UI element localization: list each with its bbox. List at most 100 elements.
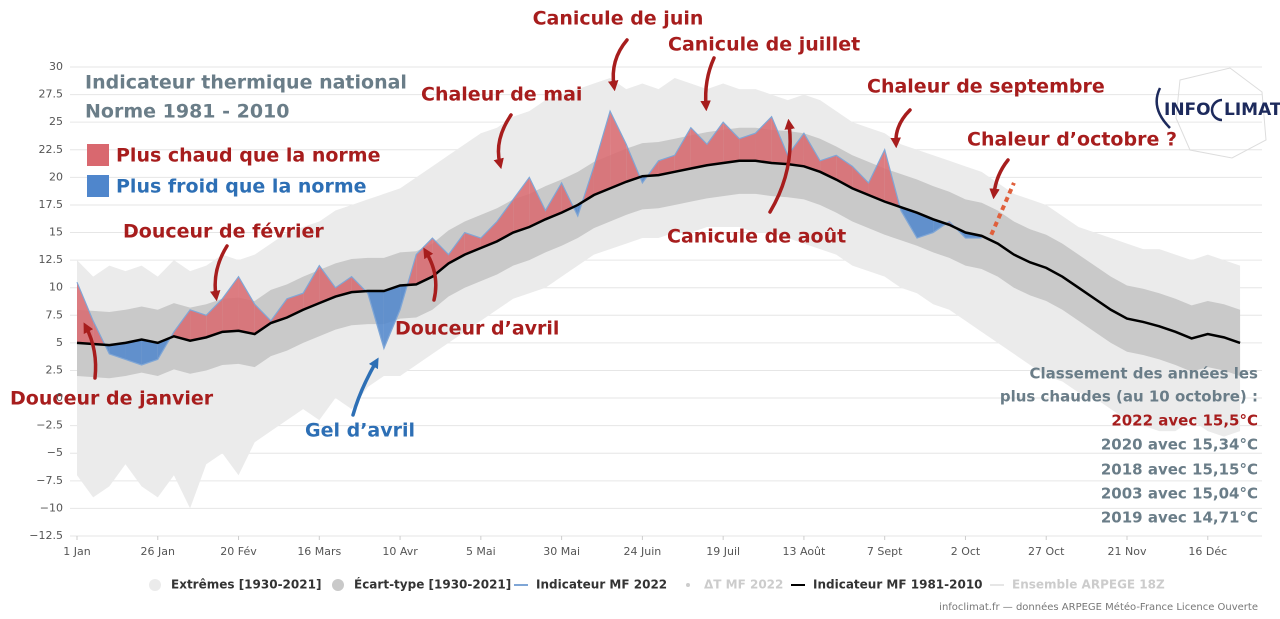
y-tick-label: −7.5 — [36, 474, 63, 487]
annotation: Gel d’avril — [305, 420, 415, 442]
anomaly-fill — [319, 265, 336, 304]
x-tick-label: 2 Oct — [951, 545, 981, 558]
series-line — [76, 109, 982, 366]
anomaly-fill — [125, 339, 142, 365]
annotation: Chaleur de septembre — [867, 76, 1105, 98]
ranking-item: 2022 avec 15,5°C — [1111, 412, 1258, 430]
anomaly-fill — [513, 177, 530, 233]
anomaly-fill — [771, 116, 788, 165]
logo: INFO LIMAT — [1155, 67, 1280, 159]
arrow — [768, 118, 795, 214]
y-tick-label: −2.5 — [36, 419, 63, 432]
legend-label: ΔT MF 2022 — [704, 578, 783, 592]
legend: Extrêmes [1930-2021] Écart-type [1930-202… — [149, 577, 1165, 592]
legend-marker — [149, 579, 161, 591]
anomaly-fill — [707, 122, 724, 166]
annotation: Chaleur de mai — [421, 84, 582, 106]
anomaly-fill — [593, 111, 611, 196]
annotation: Douceur de janvier — [10, 388, 214, 410]
overlay: Indicateur thermique national Norme 1981… — [10, 8, 1280, 614]
legend-marker — [686, 583, 690, 587]
legend-label: Plus froid que la norme — [116, 176, 367, 198]
x-tick-label: 16 Mars — [297, 545, 341, 558]
credits: infoclimat.fr — données ARPEGE Météo-Fra… — [939, 601, 1258, 613]
y-tick-label: 17.5 — [39, 198, 64, 211]
series-line — [76, 159, 1241, 347]
legend-label: Extrêmes [1930-2021] — [171, 578, 321, 592]
y-tick-label: 2.5 — [46, 363, 64, 376]
anomaly-fill — [723, 122, 740, 164]
legend-label: Ensemble ARPEGE 18Z — [1012, 578, 1165, 592]
y-tick-label: 12.5 — [39, 253, 64, 266]
annotation: Canicule de juin — [533, 8, 704, 30]
plot-area — [70, 66, 1262, 540]
annotation: Canicule de juillet — [668, 34, 860, 56]
arrow — [423, 247, 438, 302]
annotation: Canicule de août — [667, 226, 846, 248]
anomaly-fill — [190, 309, 207, 341]
x-tick-label: 24 Juin — [624, 545, 662, 558]
range-band — [77, 78, 1241, 509]
anomaly-fill — [432, 238, 449, 277]
anomaly-fill — [852, 166, 869, 196]
logo-arc — [1155, 87, 1171, 129]
anomaly-fill — [335, 276, 352, 297]
anomaly-fill — [739, 133, 756, 161]
arrow — [989, 158, 1010, 200]
anomaly-fill — [917, 212, 934, 239]
y-tick-label: −10 — [40, 501, 63, 514]
ranking-title: Classement des années les — [1030, 365, 1259, 383]
anomaly-fill — [303, 265, 320, 310]
anomaly-fill — [755, 116, 772, 164]
y-tick-label: 22.5 — [39, 143, 64, 156]
y-tick-label: 27.5 — [39, 88, 64, 101]
annotation: Douceur de février — [123, 221, 324, 243]
y-tick-label: 25 — [49, 115, 63, 128]
anomaly-fill — [238, 276, 255, 335]
anomaly-fill — [674, 127, 691, 172]
legend-label: Plus chaud que la norme — [116, 145, 380, 167]
logo-text: LIMAT — [1224, 100, 1280, 120]
anomaly-fill — [868, 149, 885, 202]
x-tick-label: 30 Mai — [543, 545, 580, 558]
anomaly-fill — [610, 111, 627, 189]
anomaly-fill — [787, 133, 804, 167]
x-tick-label: 21 Nov — [1108, 545, 1147, 558]
anomaly-fill — [109, 342, 126, 360]
anomaly-fill — [141, 339, 158, 365]
anomaly-fill — [690, 127, 707, 169]
anomaly-fill — [836, 155, 853, 189]
x-tick-label: 13 Août — [783, 545, 827, 558]
logo-c — [1210, 98, 1223, 122]
y-tick-label: 7.5 — [46, 308, 64, 321]
arrows — [83, 38, 1010, 417]
ranking-item: 2019 avec 14,71°C — [1101, 509, 1258, 527]
legend-label: Indicateur MF 2022 — [536, 578, 667, 592]
anomaly-fill — [254, 304, 271, 335]
y-tick-label: −5 — [47, 446, 63, 459]
y-tick-label: 0 — [56, 391, 63, 404]
ranking-item: 2020 avec 15,34°C — [1101, 436, 1258, 454]
anomaly-fill — [383, 285, 401, 349]
anomaly-fill — [480, 221, 497, 248]
anomaly-fill — [803, 133, 821, 172]
arrow — [351, 357, 379, 417]
ranking-item: 2003 avec 15,04°C — [1101, 485, 1258, 503]
x-tick-label: 19 Juil — [706, 545, 740, 558]
legend-label: Écart-type [1930-2021] — [354, 577, 511, 592]
x-tick-label: 20 Fév — [220, 545, 257, 558]
chart-subtitle: Norme 1981 - 2010 — [85, 101, 290, 123]
forecast-line — [989, 182, 1016, 236]
y-tick-label: −12.5 — [29, 529, 63, 542]
x-tick-label: 10 Avr — [382, 545, 418, 558]
y-tick-label: 10 — [49, 281, 63, 294]
arrow — [493, 113, 513, 170]
y-tick-label: 20 — [49, 170, 63, 183]
x-tick-label: 27 Oct — [1028, 545, 1065, 558]
arrow — [700, 56, 716, 112]
ranking-title: plus chaudes (au 10 octobre) : — [1000, 388, 1258, 406]
legend-swatch — [87, 144, 109, 166]
x-tick-label: 5 Mai — [466, 545, 496, 558]
anomaly-fill — [206, 298, 223, 338]
